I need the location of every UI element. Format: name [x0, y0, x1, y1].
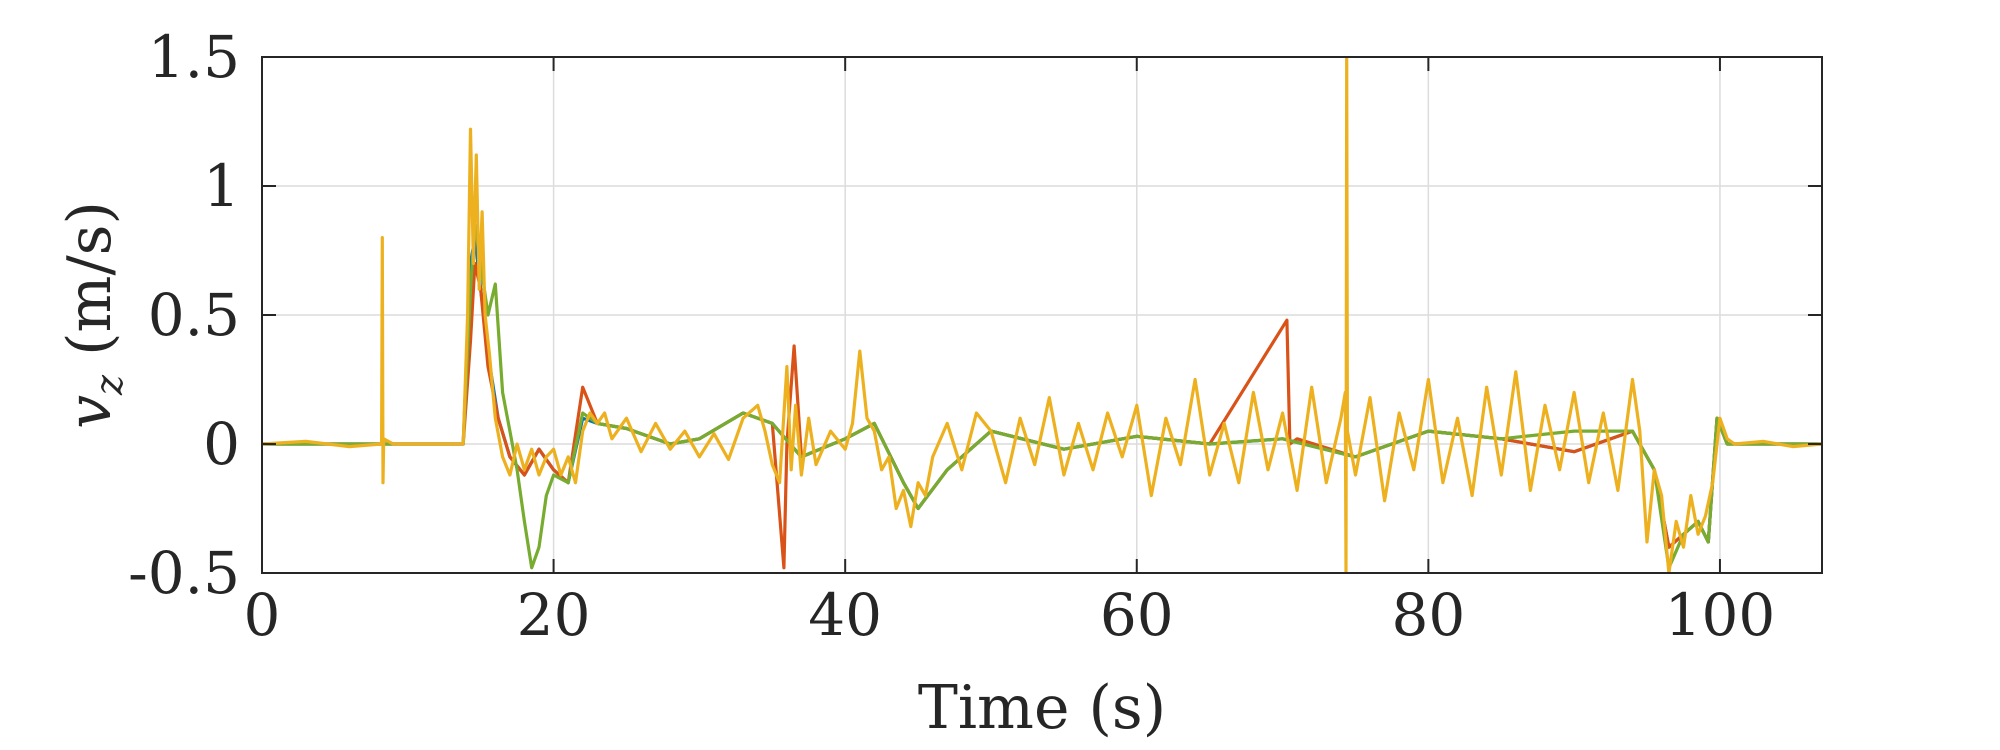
y-tick-label: -0.5: [128, 539, 240, 607]
axis-ticks: 0 20 40 60 80 100-0.500.511.5: [128, 23, 1822, 649]
y-tick-label: 0: [203, 410, 240, 478]
x-axis-label: Time (s): [918, 673, 1166, 743]
x-tick-label: 80: [1391, 581, 1465, 649]
x-tick-label: 20: [517, 581, 591, 649]
y-axis-label: vz (m/s): [55, 201, 131, 429]
x-tick-label: 100: [1665, 581, 1776, 649]
y-axis-label-subscript: z: [87, 374, 131, 396]
y-axis-label-variable: v: [55, 395, 125, 429]
x-tick-label: 0: [244, 581, 281, 649]
y-axis-label-unit: (m/s): [55, 201, 125, 375]
x-tick-label: 60: [1100, 581, 1174, 649]
series-line-3: [262, 223, 1822, 570]
y-tick-label: 0.5: [148, 281, 240, 349]
y-tick-label: 1: [203, 152, 240, 220]
y-tick-label: 1.5: [148, 23, 240, 91]
series-group: [262, 57, 1822, 573]
series-line-4: [262, 57, 1822, 573]
x-tick-label: 40: [808, 581, 882, 649]
